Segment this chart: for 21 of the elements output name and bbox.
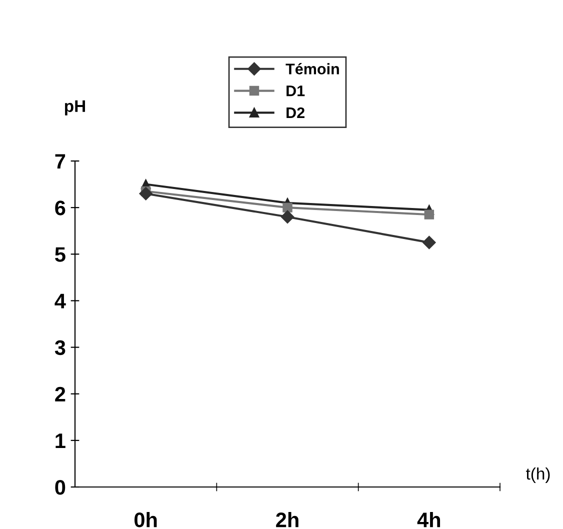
y-tick-label: 7 <box>55 154 66 169</box>
y-tick-label: 6 <box>55 200 66 216</box>
x-tick-label: 4h <box>417 512 440 528</box>
y-tick-label: 5 <box>55 247 66 262</box>
point <box>424 210 434 220</box>
point <box>282 202 292 212</box>
point <box>280 210 294 224</box>
y-tick-label: 3 <box>54 340 66 356</box>
point <box>139 187 152 200</box>
y-tick-label: 4 <box>54 294 66 308</box>
point <box>422 236 436 250</box>
y-tick-label: 1 <box>56 434 66 448</box>
y-tick-label: 0 <box>55 480 66 495</box>
x-tick-label: 2h <box>276 512 298 528</box>
x-tick-label: 0h <box>134 512 157 528</box>
legend-label: D2 <box>286 107 304 118</box>
legend-label: D1 <box>286 86 305 96</box>
legend-label: Témoin <box>286 63 339 74</box>
y-axis-title: pH <box>64 100 85 116</box>
x-axis-title: t(h) <box>526 467 550 483</box>
y-tick-label: 2 <box>55 386 66 402</box>
